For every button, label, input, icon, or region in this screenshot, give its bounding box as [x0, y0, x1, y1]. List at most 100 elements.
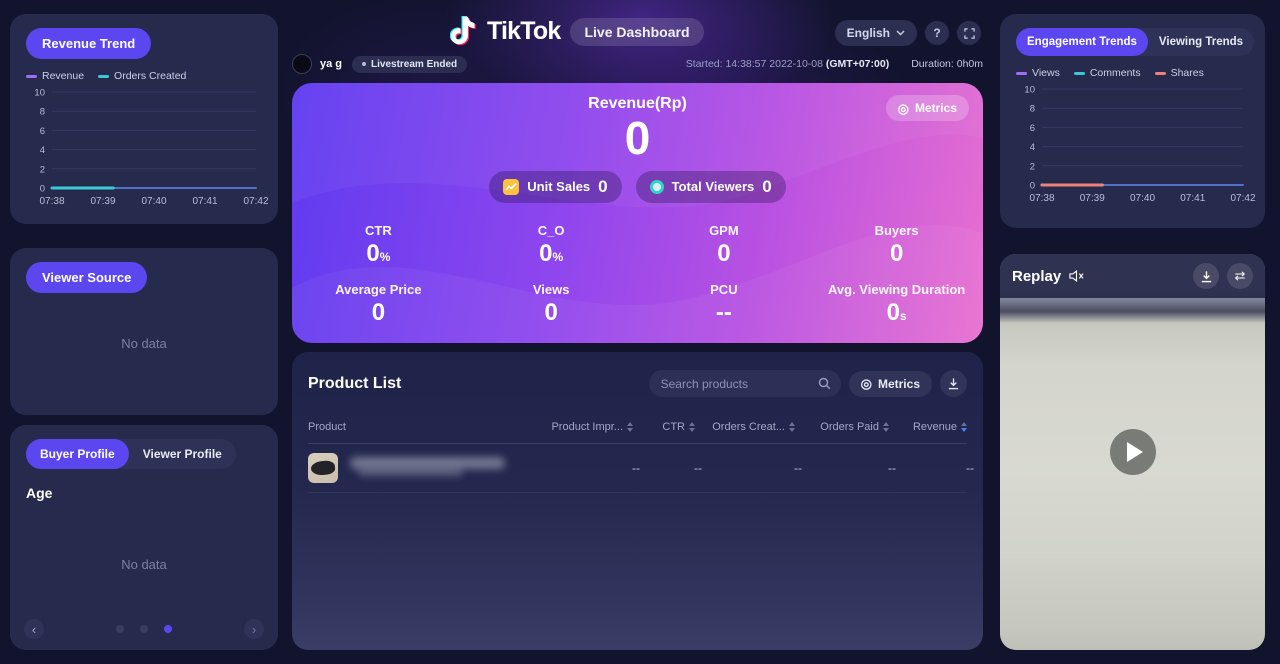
viewer-source-panel: Viewer Source No data [10, 248, 278, 415]
viewers-ring-icon [649, 179, 664, 194]
next-page-button[interactable]: › [244, 619, 264, 639]
stream-meta-row: ya g Livestream Ended Started: 14:38:57 … [292, 54, 983, 74]
viewer-source-title: Viewer Source [26, 262, 148, 293]
column-header-ctr[interactable]: CTR [633, 421, 695, 433]
svg-text:4: 4 [1030, 142, 1035, 153]
switch-view-button[interactable]: ⇄ [1227, 263, 1253, 289]
stat-unit: % [379, 249, 391, 264]
tab-engagement-trends[interactable]: Engagement Trends [1016, 28, 1148, 56]
muted-speaker-icon[interactable] [1069, 270, 1084, 282]
stat-unit: s [899, 308, 907, 323]
legend-label: Shares [1170, 67, 1204, 79]
svg-text:07:41: 07:41 [1180, 193, 1205, 204]
swap-arrows-icon: ⇄ [1234, 268, 1246, 283]
replay-panel: Replay ⇄ [1000, 254, 1265, 650]
legend-swatch [98, 74, 110, 78]
column-label: Orders Paid [820, 421, 879, 433]
card-metrics-button[interactable]: ◎ Metrics [885, 95, 969, 121]
table-cell: -- [694, 461, 702, 475]
pagination-dot[interactable] [140, 625, 148, 633]
svg-text:2: 2 [40, 164, 45, 175]
wave-decoration [292, 83, 983, 343]
tab-viewing-trends[interactable]: Viewing Trends [1148, 28, 1254, 56]
session-meta: Started: 14:38:57 2022-10-08 (GMT+07:00)… [686, 58, 983, 70]
legend-item-comments[interactable]: Comments [1073, 67, 1141, 79]
table-header: Product Product Impr... CTR Orders Creat...… [308, 421, 967, 444]
unit-sales-label: Unit Sales [527, 179, 591, 195]
pagination-dot[interactable] [164, 625, 172, 633]
language-selector[interactable]: English [834, 20, 917, 46]
metrics-label: Metrics [877, 376, 920, 391]
legend-item-views[interactable]: Views [1016, 67, 1060, 79]
download-replay-button[interactable] [1193, 263, 1219, 289]
svg-text:6: 6 [1030, 123, 1035, 134]
fullscreen-icon [963, 27, 975, 39]
pagination-dot[interactable] [116, 625, 124, 633]
app-header: TikTok Live Dashboard English ? [292, 16, 983, 50]
legend-item-shares[interactable]: Shares [1154, 67, 1204, 79]
export-button[interactable] [940, 370, 967, 397]
legend-swatch [26, 74, 37, 78]
search-input[interactable] [648, 370, 841, 397]
tab-viewer-profile[interactable]: Viewer Profile [129, 439, 236, 469]
svg-text:07:39: 07:39 [1080, 193, 1105, 204]
svg-text:07:38: 07:38 [1029, 193, 1054, 204]
age-section-title: Age [26, 485, 53, 501]
table-row[interactable]: -- -- -- -- -- [308, 444, 974, 493]
svg-text:10: 10 [1024, 85, 1035, 96]
stat-label: Average Price [335, 281, 422, 297]
tab-buyer-profile[interactable]: Buyer Profile [26, 439, 129, 469]
column-label: CTR [662, 421, 685, 433]
column-header-orders-creat[interactable]: Orders Creat... [695, 421, 795, 433]
total-viewers-label: Total Viewers [671, 179, 755, 195]
svg-text:07:42: 07:42 [1230, 193, 1255, 204]
stat-value: 0s [886, 298, 907, 326]
replay-title: Replay [1012, 267, 1062, 285]
column-header-revenue[interactable]: Revenue [889, 421, 967, 433]
timezone: (GMT+07:00) [825, 58, 890, 70]
table-cell: -- [794, 461, 802, 475]
stat-value: 0 [544, 298, 558, 326]
tiktok-wordmark: TikTok [487, 17, 561, 45]
svg-text:0: 0 [1030, 181, 1035, 192]
sort-icon [789, 422, 795, 432]
svg-text:07:40: 07:40 [141, 196, 166, 207]
sort-icon [689, 422, 695, 432]
stat-value: 0 [717, 239, 731, 267]
trends-legend: Views Comments Shares [1016, 67, 1249, 79]
svg-text:07:39: 07:39 [90, 196, 115, 207]
table-body: -- -- -- -- -- [308, 444, 974, 493]
avatar [292, 54, 312, 74]
product-list-header: Product List ◎ Metrics [308, 352, 967, 397]
product-list-title: Product List [308, 374, 402, 392]
play-button[interactable] [1109, 429, 1156, 475]
column-header-orders-paid[interactable]: Orders Paid [795, 421, 889, 433]
duration: Duration: 0h0m [911, 58, 983, 70]
stat-label: Views [532, 281, 570, 297]
stat-average-price: Average Price 0 [292, 282, 465, 326]
legend-swatch [1016, 71, 1027, 75]
legend-item-revenue[interactable]: Revenue [26, 70, 84, 82]
table-metrics-button[interactable]: ◎ Metrics [848, 370, 932, 397]
trends-panel: Engagement Trends Viewing Trends Views Com… [1000, 14, 1265, 228]
help-icon: ? [933, 26, 941, 40]
fullscreen-button[interactable] [957, 21, 981, 45]
download-icon [948, 378, 959, 390]
help-button[interactable]: ? [925, 21, 949, 45]
product-name-redacted [350, 456, 520, 480]
svg-text:07:40: 07:40 [1130, 193, 1155, 204]
prev-page-button[interactable]: ‹ [24, 619, 44, 639]
legend-item-orders-created[interactable]: Orders Created [98, 70, 186, 82]
download-icon [1201, 270, 1211, 282]
sort-icon [883, 422, 889, 432]
profile-tabs: Buyer Profile Viewer Profile [26, 439, 236, 469]
revenue-trend-chart: 0 2 4 6 8 10 07:38 07:39 07:40 07:41 07:42 [34, 88, 269, 208]
stat-value: 0% [539, 239, 564, 267]
legend-label: Orders Created [114, 70, 187, 82]
column-header-product-impr[interactable]: Product Impr... [513, 421, 633, 433]
svg-text:07:38: 07:38 [39, 196, 64, 207]
total-viewers-pill: Total Viewers 0 [635, 170, 786, 203]
column-label: Orders Creat... [712, 421, 785, 433]
status-badge: Livestream Ended [352, 55, 468, 73]
